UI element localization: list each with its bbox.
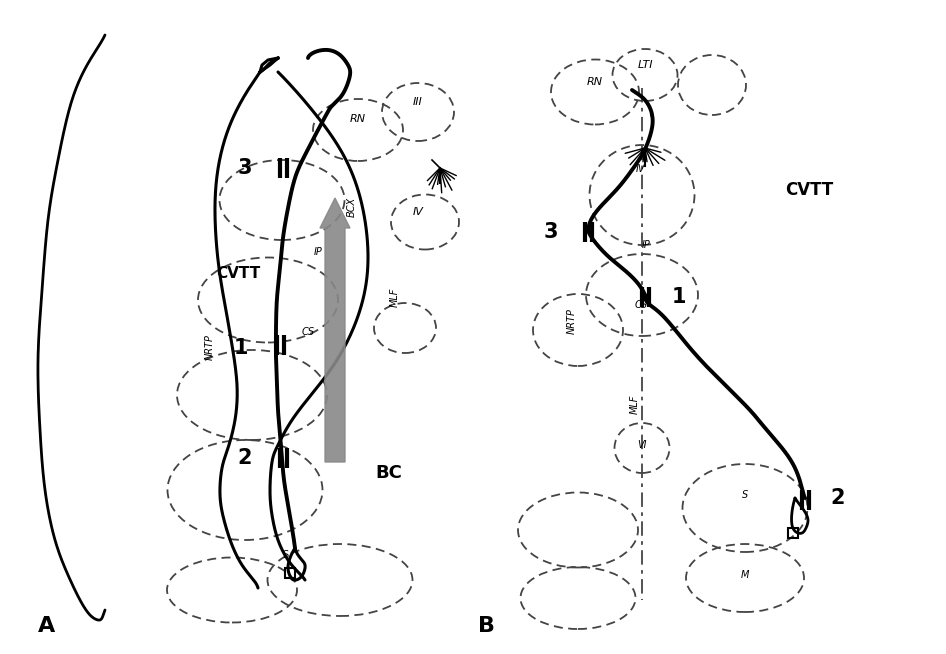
FancyArrow shape: [320, 198, 350, 462]
Text: M: M: [741, 570, 749, 580]
Text: 2: 2: [237, 448, 252, 468]
Text: S: S: [282, 550, 289, 560]
Text: CS: CS: [635, 300, 648, 310]
Text: III: III: [413, 97, 423, 107]
Text: IV: IV: [636, 164, 645, 174]
Text: 3: 3: [237, 158, 252, 178]
Text: NRTP: NRTP: [567, 308, 577, 334]
Text: S: S: [742, 490, 748, 500]
Text: NRTP: NRTP: [205, 334, 215, 360]
Text: MLF: MLF: [390, 288, 400, 307]
Text: IP: IP: [641, 240, 650, 250]
Text: IV: IV: [412, 207, 424, 217]
Text: RN: RN: [587, 77, 603, 87]
Text: B: B: [478, 616, 495, 636]
Text: CS: CS: [302, 327, 315, 337]
Text: 1: 1: [672, 287, 687, 307]
Text: RN: RN: [350, 114, 366, 124]
Text: LTI: LTI: [638, 60, 653, 70]
Text: VI: VI: [638, 440, 647, 450]
Text: 3: 3: [544, 222, 558, 242]
Text: 2: 2: [830, 488, 845, 508]
Bar: [285, 568, 295, 578]
Text: MLF: MLF: [630, 394, 640, 414]
Bar: [788, 528, 798, 538]
Text: IP: IP: [314, 247, 323, 257]
Text: BCX: BCX: [347, 197, 357, 217]
Text: CVTT: CVTT: [785, 181, 833, 199]
Text: CVTT: CVTT: [216, 266, 260, 281]
Text: 1: 1: [234, 338, 248, 358]
Text: A: A: [38, 616, 55, 636]
Text: BC: BC: [375, 464, 402, 482]
